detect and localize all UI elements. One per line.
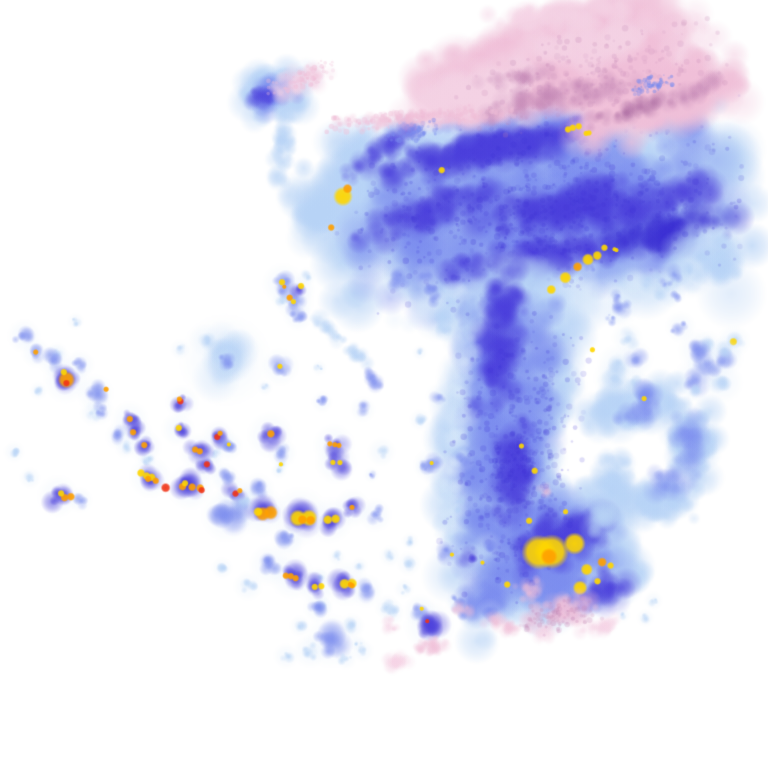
weather-radar-map bbox=[0, 0, 768, 768]
radar-precipitation-layer bbox=[0, 0, 768, 768]
